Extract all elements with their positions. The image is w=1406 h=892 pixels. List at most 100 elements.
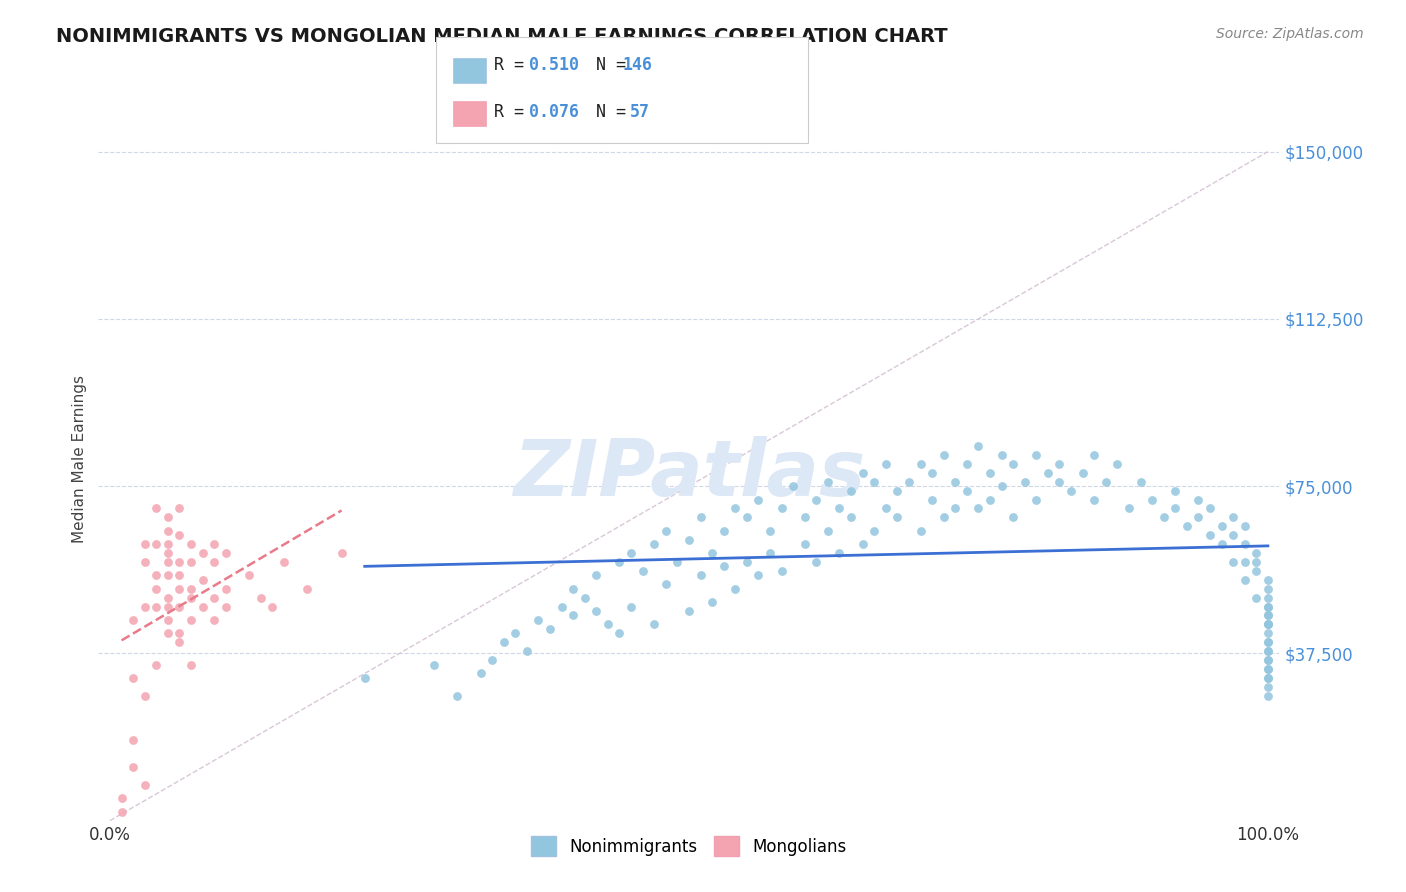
Point	[1083, 448, 1105, 462]
Point	[1175, 519, 1198, 533]
Point	[921, 466, 943, 480]
Point	[191, 573, 214, 587]
Point	[1257, 608, 1279, 623]
Point	[1094, 475, 1116, 489]
Point	[169, 501, 191, 516]
Point	[979, 492, 1001, 507]
Point	[202, 555, 225, 569]
Point	[1187, 492, 1209, 507]
Point	[678, 533, 700, 547]
Point	[770, 501, 793, 516]
Point	[655, 524, 678, 538]
Point	[1233, 537, 1256, 551]
Point	[956, 457, 979, 471]
Point	[1153, 510, 1175, 524]
Point	[747, 568, 769, 582]
Point	[122, 613, 145, 627]
Point	[678, 604, 700, 618]
Point	[481, 653, 503, 667]
Point	[470, 666, 492, 681]
Point	[169, 582, 191, 596]
Point	[1049, 457, 1071, 471]
Point	[1257, 662, 1279, 676]
Point	[1246, 591, 1268, 605]
Point	[713, 559, 735, 574]
Point	[967, 439, 990, 453]
Point	[956, 483, 979, 498]
Point	[191, 546, 214, 560]
Point	[156, 555, 179, 569]
Text: N =: N =	[576, 103, 637, 120]
Text: 146: 146	[623, 56, 652, 74]
Point	[169, 555, 191, 569]
Point	[863, 524, 886, 538]
Point	[713, 524, 735, 538]
Text: Source: ZipAtlas.com: Source: ZipAtlas.com	[1216, 27, 1364, 41]
Text: 0.510: 0.510	[529, 56, 579, 74]
Y-axis label: Median Male Earnings: Median Male Earnings	[72, 376, 87, 543]
Point	[180, 537, 202, 551]
Point	[700, 595, 723, 609]
Point	[145, 599, 167, 614]
Point	[1002, 510, 1025, 524]
Point	[215, 599, 238, 614]
Point	[910, 524, 932, 538]
Point	[1118, 501, 1140, 516]
Point	[806, 492, 828, 507]
Point	[202, 591, 225, 605]
Point	[839, 483, 862, 498]
Point	[1257, 653, 1279, 667]
Point	[156, 599, 179, 614]
Text: ZIPatlas: ZIPatlas	[513, 436, 865, 512]
Text: 57: 57	[630, 103, 650, 120]
Point	[169, 635, 191, 649]
Point	[1233, 573, 1256, 587]
Point	[1164, 483, 1187, 498]
Point	[1140, 492, 1163, 507]
Point	[839, 510, 862, 524]
Point	[156, 591, 179, 605]
Point	[943, 501, 966, 516]
Point	[1083, 492, 1105, 507]
Point	[620, 546, 643, 560]
Point	[1071, 466, 1094, 480]
Point	[1257, 680, 1279, 694]
Point	[202, 537, 225, 551]
Text: R =: R =	[494, 103, 533, 120]
Point	[585, 604, 607, 618]
Point	[156, 510, 179, 524]
Point	[574, 591, 596, 605]
Point	[875, 457, 897, 471]
Point	[1211, 519, 1233, 533]
Point	[145, 568, 167, 582]
Point	[169, 626, 191, 640]
Legend: Nonimmigrants, Mongolians: Nonimmigrants, Mongolians	[524, 830, 853, 863]
Point	[1257, 671, 1279, 685]
Point	[1257, 591, 1279, 605]
Point	[110, 791, 132, 805]
Point	[1129, 475, 1152, 489]
Point	[1025, 492, 1047, 507]
Point	[1257, 653, 1279, 667]
Point	[1246, 555, 1268, 569]
Point	[1222, 510, 1244, 524]
Point	[1233, 519, 1256, 533]
Point	[852, 466, 875, 480]
Point	[169, 599, 191, 614]
Point	[1257, 689, 1279, 703]
Point	[249, 591, 271, 605]
Point	[122, 671, 145, 685]
Point	[735, 510, 758, 524]
Point	[609, 626, 631, 640]
Point	[1257, 617, 1279, 632]
Point	[156, 568, 179, 582]
Point	[1257, 573, 1279, 587]
Point	[145, 582, 167, 596]
Point	[527, 613, 550, 627]
Point	[1233, 555, 1256, 569]
Point	[1164, 501, 1187, 516]
Point	[631, 564, 654, 578]
Point	[793, 510, 815, 524]
Point	[759, 524, 782, 538]
Point	[1257, 582, 1279, 596]
